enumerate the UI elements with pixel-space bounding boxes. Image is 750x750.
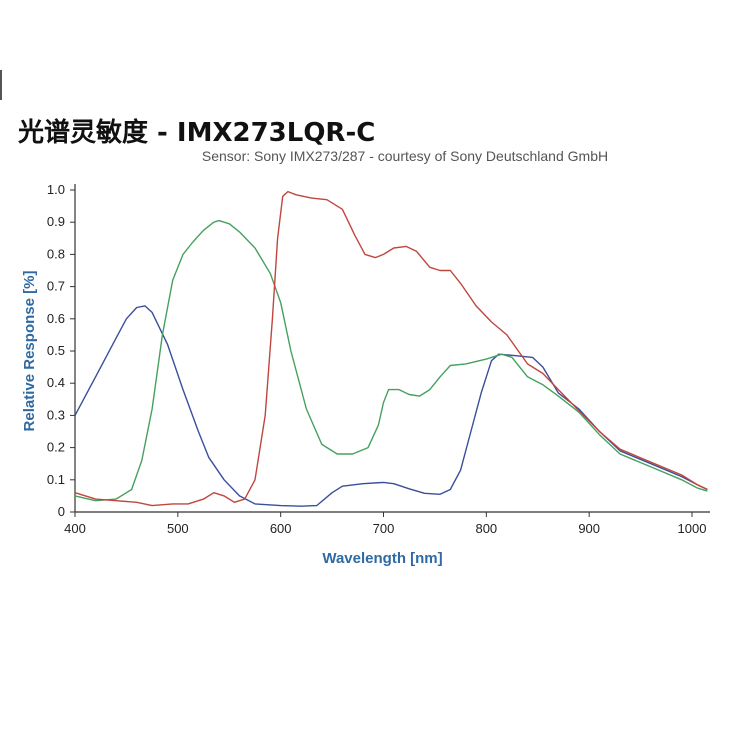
- x-tick-label: 500: [167, 521, 189, 536]
- series-line-1: [74, 305, 708, 507]
- y-tick-label: 0: [58, 504, 65, 519]
- y-tick-label: 1.0: [47, 182, 65, 197]
- series-line-3: [74, 190, 708, 507]
- y-tick-label: 0.6: [47, 311, 65, 326]
- edge-mark: [0, 70, 2, 100]
- x-tick-label: 600: [270, 521, 292, 536]
- x-tick-label: 700: [373, 521, 395, 536]
- series-lines: [74, 190, 708, 507]
- axes: [74, 184, 710, 513]
- series-line-2: [74, 219, 708, 502]
- y-axis-title: Relative Response [%]: [21, 271, 38, 432]
- y-tick-label: 0.3: [47, 407, 65, 422]
- x-tick-label: 900: [578, 521, 600, 536]
- y-tick-label: 0.8: [47, 246, 65, 261]
- chart-title: 光谱灵敏度 - IMX273LQR-C: [18, 118, 376, 148]
- y-tick-label: 0.5: [47, 343, 65, 358]
- x-tick-label: 1000: [678, 521, 707, 536]
- x-tick-label: 400: [64, 521, 86, 536]
- chart-subtitle: Sensor: Sony IMX273/287 - courtesy of So…: [201, 148, 609, 164]
- axis-ticks: 400 500 600 700 800 900 1000 0 0.1 0.2 0.3 0.4 0.5 0.…: [47, 182, 707, 536]
- y-tick-label: 0.9: [47, 214, 65, 229]
- x-tick-label: 800: [475, 521, 497, 536]
- y-tick-label: 0.2: [47, 440, 65, 455]
- y-tick-label: 0.7: [47, 279, 65, 294]
- y-tick-label: 0.4: [47, 375, 65, 390]
- x-axis-title: Wavelength [nm]: [322, 550, 442, 567]
- y-tick-label: 0.1: [47, 472, 65, 487]
